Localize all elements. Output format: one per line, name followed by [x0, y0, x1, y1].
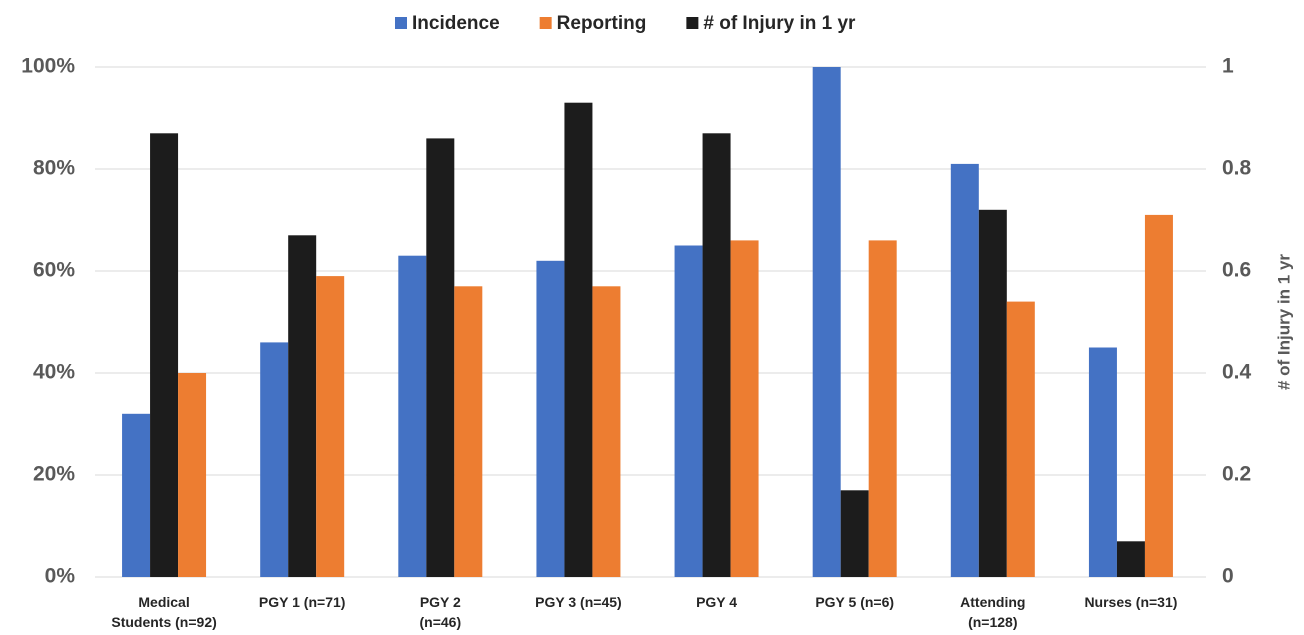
bar [812, 67, 841, 577]
bar [868, 240, 897, 577]
bar [702, 133, 731, 578]
bar [1006, 301, 1035, 577]
bar [1088, 347, 1117, 577]
x-tick-label: PGY 2 (n=46) [419, 594, 462, 630]
bar [536, 260, 565, 577]
y2-tick-label: 1 [1222, 55, 1234, 78]
y-tick-label: 80% [33, 157, 75, 180]
bar [1144, 214, 1173, 577]
bar [950, 163, 979, 577]
bar [288, 235, 317, 578]
bar [1116, 541, 1145, 577]
bar [978, 209, 1007, 578]
bar [564, 102, 593, 577]
y2-tick-label: 0.8 [1222, 157, 1252, 180]
y2-tick-label: 0.6 [1222, 259, 1251, 282]
legend-swatch [395, 17, 407, 29]
y-tick-label: 40% [33, 361, 75, 384]
bar [674, 245, 703, 577]
y-tick-label: 0% [45, 565, 76, 588]
bar [592, 286, 621, 577]
bar [316, 276, 345, 577]
x-tick-label: Nurses (n=31) [1084, 594, 1178, 610]
bar [426, 138, 455, 577]
y2-tick-label: 0.2 [1222, 463, 1251, 486]
y-tick-label: 20% [33, 463, 75, 486]
bar [178, 373, 207, 577]
bar [454, 286, 483, 577]
legend-swatch [686, 17, 699, 29]
bar [260, 342, 289, 577]
x-tick-label: PGY 4 [696, 594, 738, 610]
legend-swatch [539, 17, 552, 29]
y-tick-label: 60% [33, 259, 75, 282]
y2-tick-label: 0 [1222, 565, 1234, 588]
y2-tick-label: 0.4 [1222, 361, 1252, 384]
x-tick-label: Attending (n=128) [960, 594, 1026, 630]
x-tick-label: Medical Students (n=92) [111, 594, 217, 630]
bar [730, 240, 759, 577]
y-tick-label: 100% [21, 55, 75, 78]
legend-label: Reporting [557, 13, 647, 34]
y2-axis-label: # of Injury in 1 yr [1274, 254, 1293, 390]
bar [150, 133, 179, 578]
legend-label: # of Injury in 1 yr [703, 13, 856, 34]
bar [122, 413, 151, 577]
bar [398, 255, 427, 577]
x-tick-label: PGY 3 (n=45) [535, 594, 622, 610]
bar [840, 490, 869, 577]
x-tick-label: PGY 5 (n=6) [815, 594, 895, 610]
x-tick-label: PGY 1 (n=71) [258, 594, 346, 610]
legend-label: Incidence [412, 13, 500, 34]
